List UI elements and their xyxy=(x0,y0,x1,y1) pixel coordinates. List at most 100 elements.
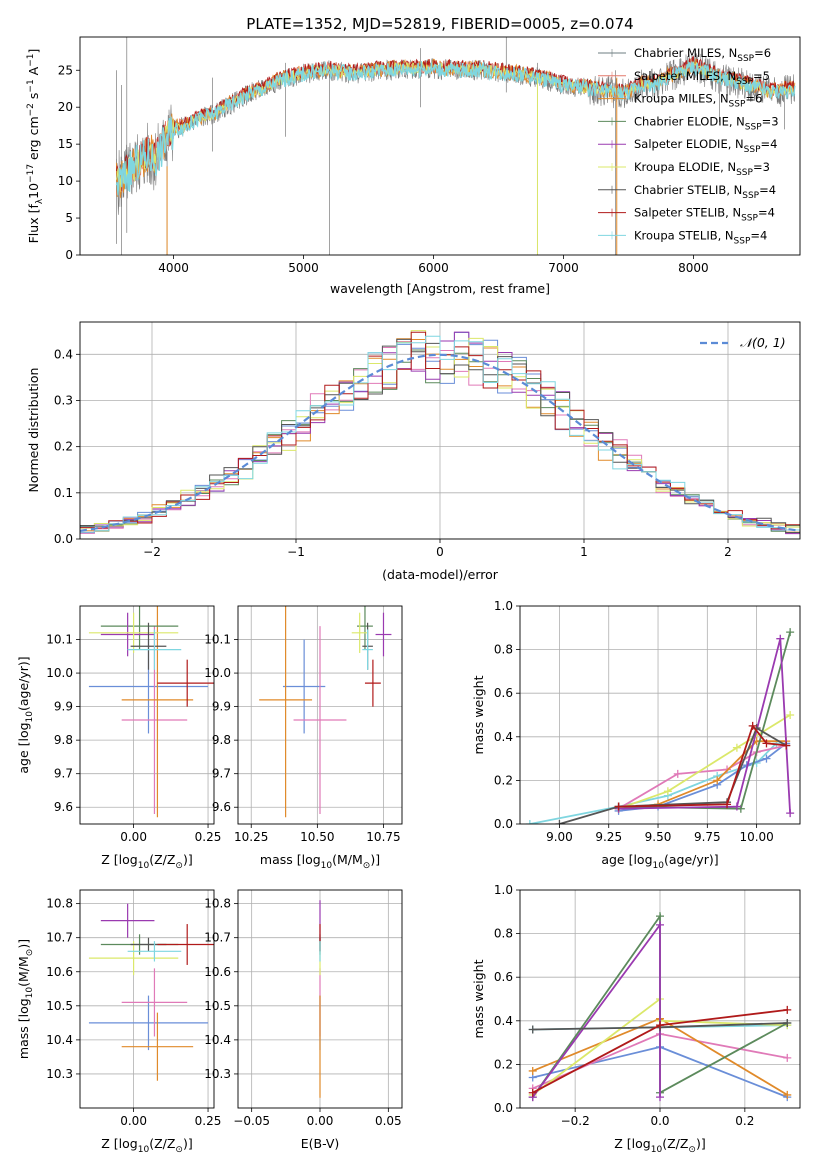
plot-area xyxy=(80,322,800,539)
y-tick-label: 10.0 xyxy=(204,666,231,680)
label-part: 10 xyxy=(138,861,150,871)
x-axis-label: wavelength [Angstrom, rest frame] xyxy=(330,281,550,296)
y-tick-label: 10.8 xyxy=(46,897,73,911)
axes: −0.2 0.0 0.2 0.0 0.2 0.4 0.6 0.8 1.0 xyxy=(494,883,754,1128)
x-axis-label: Z [log10(Z/Z⊙)] xyxy=(101,852,192,871)
label-part: SSP xyxy=(742,191,759,201)
plot-area xyxy=(80,606,214,824)
label-part: s xyxy=(26,93,41,104)
weight-point-marker xyxy=(713,776,722,785)
x-tick-label: 9.25 xyxy=(595,830,622,844)
plot-area xyxy=(238,606,402,824)
y-tick-label: 0.6 xyxy=(494,970,513,984)
y-tick-label: 9.8 xyxy=(54,733,73,747)
label-part: mass [log xyxy=(260,852,321,867)
weight-point-marker xyxy=(528,1025,537,1034)
label-part: =4 xyxy=(750,228,767,242)
label-part: Salpeter ELODIE, N xyxy=(634,137,744,151)
y-tick-label: 10.4 xyxy=(46,1033,73,1047)
panel-residual-histogram: −2 −1 0 1 2 0.0 0.1 0.2 0.3 0.4 (data-model)/error… xyxy=(26,321,801,582)
y-tick-label: 9.8 xyxy=(212,733,231,747)
label-part: ⊙ xyxy=(363,861,371,871)
axes: 0.00 0.25 9.6 9.7 9.8 9.9 10.0 10.1 xyxy=(46,633,221,844)
y-tick-label: 0.4 xyxy=(54,347,73,361)
y-tick-label: 10.3 xyxy=(46,1067,73,1081)
y-tick-label: 10.8 xyxy=(204,897,231,911)
y-tick-label: 10 xyxy=(58,174,73,188)
y-tick-label: 9.7 xyxy=(54,767,73,781)
y-tick-label: 0.1 xyxy=(54,486,73,500)
x-tick-label: 8000 xyxy=(678,261,709,275)
x-tick-label: 0.00 xyxy=(120,1114,147,1128)
x-tick-label: 10.25 xyxy=(234,830,268,844)
weight-series-line xyxy=(618,638,791,814)
label-part: SSP xyxy=(734,236,751,246)
label-part: Kroupa MILES, N xyxy=(634,92,729,106)
axes-frame xyxy=(519,605,801,825)
legend-entry: 𝒩(0, 1) xyxy=(740,335,786,350)
x-axis-label: age [log10(age/yr)] xyxy=(601,852,718,871)
y-tick-label: 10.5 xyxy=(46,999,73,1013)
x-tick-label: 0.05 xyxy=(375,1114,402,1128)
label-part: SSP xyxy=(745,122,762,132)
weight-point-marker xyxy=(732,743,741,752)
label-part: 10 xyxy=(321,861,333,871)
label-part: ⊙ xyxy=(175,1145,183,1155)
axes: −2 −1 0 1 2 0.0 0.1 0.2 0.3 0.4 xyxy=(54,347,732,559)
y-tick-label: 0.4 xyxy=(494,730,513,744)
label-part: −2 xyxy=(26,103,36,116)
weight-point-marker xyxy=(783,1053,792,1062)
weight-point-marker xyxy=(783,1005,792,1014)
panel-mass-vs-ebv: −0.05 0.00 0.05 10.3 10.4 10.5 10.6 10.7 10.8 E(B… xyxy=(204,889,403,1151)
weight-point-marker xyxy=(786,628,795,637)
legend-entry: Kroupa MILES, NSSP=6 xyxy=(634,92,762,110)
y-axis-label: age [log10(age/yr)] xyxy=(16,656,35,773)
weight-point-marker xyxy=(786,711,795,719)
label-part: SSP xyxy=(741,214,758,224)
plot-area xyxy=(238,890,402,1108)
x-axis-label: Z [log10(Z/Z⊙)] xyxy=(101,1136,192,1155)
y-tick-label: 10.7 xyxy=(204,931,231,945)
axes: 10.25 10.50 10.75 9.6 9.7 9.8 9.9 10.0 10.1 xyxy=(204,633,400,844)
x-tick-label: 0.00 xyxy=(307,1114,334,1128)
y-tick-label: 10.1 xyxy=(46,633,73,647)
panel-spectrum: 4000 5000 6000 7000 8000 0 5 10 15 20 25 wavelength… xyxy=(26,36,801,296)
label-part: Kroupa STELIB, N xyxy=(634,228,734,242)
x-tick-label: 1 xyxy=(580,545,588,559)
label-part: (Z/Z xyxy=(149,852,175,867)
x-tick-label: 7000 xyxy=(548,261,579,275)
plot-area xyxy=(520,890,800,1108)
label-part: Chabrier ELODIE, N xyxy=(634,114,745,128)
x-tick-label: 2 xyxy=(724,545,732,559)
label-part: mass [log xyxy=(16,998,31,1059)
label-part: (age/yr)] xyxy=(664,852,719,867)
y-tick-label: 0.0 xyxy=(494,817,513,831)
y-tick-label: 1.0 xyxy=(494,599,513,613)
x-tick-label: −0.2 xyxy=(561,1114,590,1128)
label-part: (Z/Z xyxy=(149,1136,175,1151)
legend-entry: Salpeter MILES, NSSP=5 xyxy=(634,69,770,87)
weight-point-marker xyxy=(786,809,795,818)
weight-point-marker xyxy=(663,787,672,796)
label-part: Kroupa ELODIE, N xyxy=(634,160,736,174)
panel-age-vs-mass: 10.25 10.50 10.75 9.6 9.7 9.8 9.9 10.0 10.1 mass … xyxy=(204,605,403,871)
label-part: =3 xyxy=(753,160,770,174)
weight-point-marker xyxy=(783,1018,792,1027)
label-part: 10 xyxy=(26,183,41,199)
label-part: ⊙ xyxy=(175,861,183,871)
label-part: ⊙ xyxy=(688,1145,696,1155)
x-tick-label: 10.00 xyxy=(739,830,773,844)
x-tick-label: 9.75 xyxy=(694,830,721,844)
y-tick-label: 0.2 xyxy=(494,773,513,787)
weight-point-marker xyxy=(762,739,771,748)
y-tick-label: 10.4 xyxy=(204,1033,231,1047)
y-tick-label: 0.2 xyxy=(494,1057,513,1071)
weight-point-marker xyxy=(555,820,564,824)
label-part: (Z/Z xyxy=(662,1136,688,1151)
label-part: )] xyxy=(183,1136,193,1151)
label-part: Z [log xyxy=(101,852,137,867)
x-tick-label: 10.75 xyxy=(366,830,400,844)
label-part: )] xyxy=(696,1136,706,1151)
weight-point-marker xyxy=(656,1093,664,1102)
y-tick-label: 25 xyxy=(58,63,73,77)
